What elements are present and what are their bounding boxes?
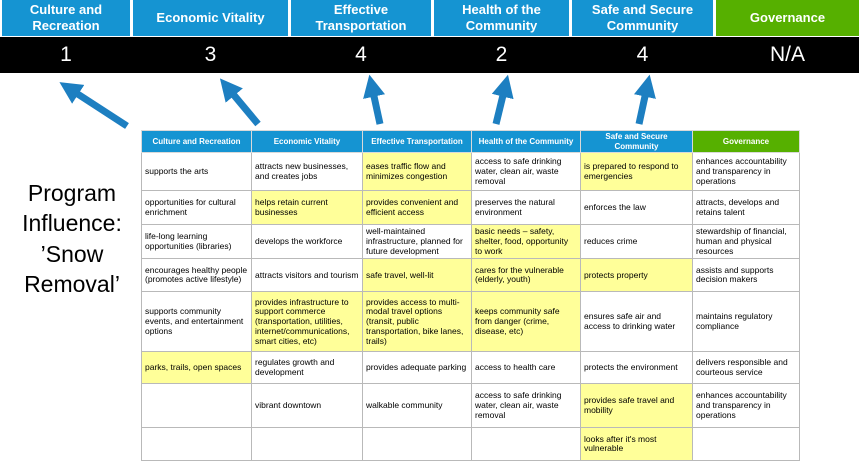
matrix-column-header: Effective Transportation (362, 129, 472, 154)
matrix-cell: stewardship of financial, human and phys… (692, 224, 800, 260)
matrix-cell: attracts visitors and tourism (251, 258, 363, 293)
matrix-column-header: Governance (692, 129, 800, 154)
matrix-cell: delivers responsible and courteous servi… (692, 351, 800, 385)
matrix-cell: provides adequate parking (362, 351, 472, 385)
scoreboard-column-label: Effective Transportation (291, 0, 431, 36)
matrix-cell: encourages healthy people (promotes acti… (141, 258, 252, 293)
matrix-cell: protects the environment (580, 351, 693, 385)
matrix-cell: supports community events, and entertain… (141, 291, 252, 353)
matrix-cell (251, 427, 363, 462)
scoreboard-header: Culture and Recreation Economic Vitality E… (2, 0, 859, 36)
scoreboard-scores: 1 3 4 2 4 N/A (0, 37, 859, 73)
matrix-cell: life-long learning opportunities (librar… (141, 224, 252, 260)
matrix-cell-highlighted: provides safe travel and mobility (580, 383, 693, 429)
matrix-cell (471, 427, 581, 462)
matrix-cell-highlighted: safe travel, well-lit (362, 258, 472, 293)
matrix-cell: access to health care (471, 351, 581, 385)
page-title: Program Influence: ’Snow Removal’ (22, 180, 122, 298)
scoreboard-column-label: Safe and Secure Community (572, 0, 713, 36)
scoreboard-score: 2 (495, 43, 508, 66)
matrix-cell-highlighted: looks after it's most vulnerable (580, 427, 693, 462)
matrix-cell-highlighted: helps retain current businesses (251, 190, 363, 226)
matrix-cell-highlighted: basic needs – safety, shelter, food, opp… (471, 224, 581, 260)
matrix-cell: maintains regulatory compliance (692, 291, 800, 353)
matrix-column-header: Culture and Recreation (141, 129, 252, 154)
matrix-row: encourages healthy people (promotes acti… (141, 258, 800, 293)
matrix-cell-highlighted: provides access to multi-modal travel op… (362, 291, 472, 353)
matrix-cell: vibrant downtown (251, 383, 363, 429)
score-arrows (59, 74, 656, 129)
matrix-row: parks, trails, open spaces regulates grow… (141, 351, 800, 385)
matrix-row: supports the arts attracts new businesses… (141, 152, 800, 192)
matrix-cell: enforces the law (580, 190, 693, 226)
matrix-cell-highlighted: provides convenient and efficient access (362, 190, 472, 226)
matrix-cell (141, 427, 252, 462)
matrix-column-header: Economic Vitality (251, 129, 363, 154)
matrix-column-header: Safe and Secure Community (580, 129, 693, 154)
up-arrow-economic-vitality (219, 78, 261, 127)
matrix-cell: develops the workforce (251, 224, 363, 260)
matrix-cell: opportunities for cultural enrichment (141, 190, 252, 226)
matrix-cell (362, 427, 472, 462)
matrix-row: opportunities for cultural enrichment hel… (141, 190, 800, 226)
scoreboard-score: 3 (204, 43, 217, 66)
matrix-cell-highlighted: protects property (580, 258, 693, 293)
scoreboard-score: N/A (769, 43, 805, 66)
influence-matrix: Culture and Recreation Economic Vitality E… (141, 129, 800, 462)
matrix-cell-highlighted: provides infrastructure to support comme… (251, 291, 363, 353)
scoreboard-column-label: Health of the Community (434, 0, 569, 36)
matrix-cell: well-maintained infrastructure, planned … (362, 224, 472, 260)
matrix-cell: ensures safe air and access to drinking … (580, 291, 693, 353)
scoreboard-column-label: Governance (716, 0, 859, 36)
matrix-cell: supports the arts (141, 152, 252, 192)
matrix-cell-highlighted: keeps community safe from danger (crime,… (471, 291, 581, 353)
matrix-row: life-long learning opportunities (librar… (141, 224, 800, 260)
scoreboard-score: 1 (60, 43, 72, 66)
matrix-body: supports the arts attracts new businesses… (141, 152, 800, 462)
scoreboard-score: 4 (355, 43, 367, 66)
matrix-cell: assists and supports decision makers (692, 258, 800, 293)
up-arrow-culture-and-recreation (59, 82, 129, 129)
matrix-cell-highlighted: eases traffic flow and minimizes congest… (362, 152, 472, 192)
matrix-cell: reduces crime (580, 224, 693, 260)
matrix-cell (692, 427, 800, 462)
up-arrow-safe-and-secure-community (633, 74, 656, 125)
matrix-cell: enhances accountability and transparency… (692, 383, 800, 429)
matrix-cell: attracts new businesses, and creates job… (251, 152, 363, 192)
matrix-row: looks after it's most vulnerable (141, 427, 800, 462)
matrix-column-header: Health of the Community (471, 129, 581, 154)
matrix-header-row: Culture and Recreation Economic Vitality E… (141, 129, 800, 154)
scoreboard-column-label: Economic Vitality (133, 0, 288, 36)
matrix-row: vibrant downtown walkable community access… (141, 383, 800, 429)
matrix-cell-highlighted: parks, trails, open spaces (141, 351, 252, 385)
matrix-cell: access to safe drinking water, clean air… (471, 152, 581, 192)
matrix-cell: walkable community (362, 383, 472, 429)
up-arrow-effective-transportation (363, 74, 386, 125)
scoreboard-column-label: Culture and Recreation (2, 0, 130, 36)
matrix-cell-highlighted: cares for the vulnerable (elderly, youth… (471, 258, 581, 293)
up-arrow-health-of-the-community (491, 74, 514, 125)
matrix-row: supports community events, and entertain… (141, 291, 800, 353)
matrix-cell: access to safe drinking water, clean air… (471, 383, 581, 429)
matrix-cell (141, 383, 252, 429)
scoreboard-score: 4 (636, 43, 649, 66)
matrix-cell: regulates growth and development (251, 351, 363, 385)
matrix-cell: attracts, develops and retains talent (692, 190, 800, 226)
matrix-cell-highlighted: is prepared to respond to emergencies (580, 152, 693, 192)
matrix-cell: preserves the natural environment (471, 190, 581, 226)
matrix-cell: enhances accountability and transparency… (692, 152, 800, 192)
